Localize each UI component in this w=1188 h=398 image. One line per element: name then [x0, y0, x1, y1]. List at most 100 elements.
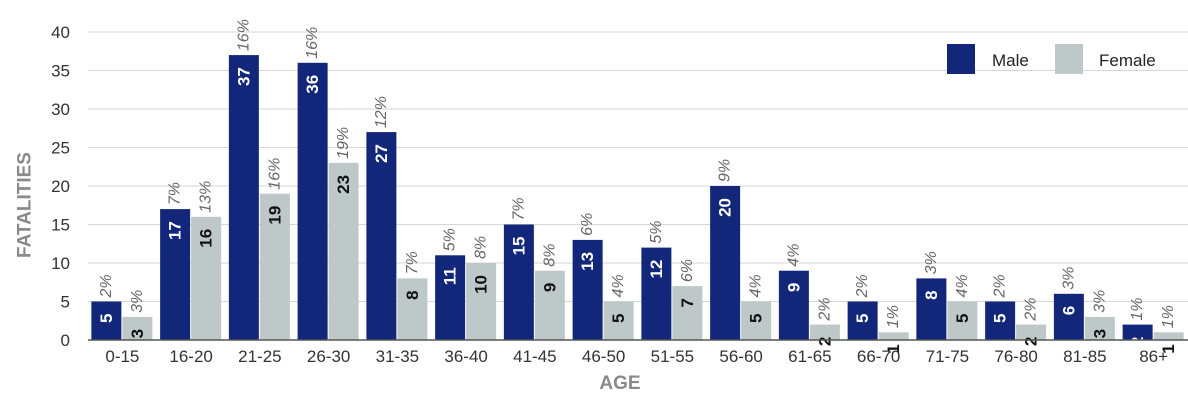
percent-label: 3% — [923, 251, 940, 274]
y-tick-label: 20 — [51, 177, 70, 196]
data-label: 15 — [509, 237, 528, 256]
x-tick-label: 21-25 — [238, 347, 281, 366]
data-label: 12 — [647, 260, 666, 279]
data-label: 7 — [678, 298, 697, 307]
bar-female — [1084, 316, 1115, 340]
bar-male — [710, 186, 741, 340]
bar-female — [1016, 324, 1047, 340]
data-label: 8 — [922, 290, 941, 299]
data-label: 3 — [1090, 329, 1109, 338]
bar-female — [809, 324, 840, 340]
percent-label: 1% — [1129, 297, 1146, 320]
percent-label: 16% — [266, 158, 283, 190]
percent-label: 5% — [648, 220, 665, 243]
bar-male — [503, 224, 534, 340]
bar-female — [259, 193, 290, 340]
x-tick-label: 76-80 — [994, 347, 1037, 366]
x-tick-label: 26-30 — [307, 347, 350, 366]
data-label: 6 — [1059, 306, 1078, 315]
bar-male — [985, 301, 1016, 340]
data-label: 2 — [815, 337, 834, 346]
percent-label: 3% — [1060, 267, 1077, 290]
data-label: 9 — [784, 283, 803, 292]
data-label: 5 — [953, 314, 972, 323]
y-tick-label: 40 — [51, 23, 70, 42]
percent-label: 9% — [717, 159, 734, 182]
percent-label: 2% — [854, 274, 871, 298]
percent-label: 12% — [373, 96, 390, 128]
x-tick-label: 51-55 — [651, 347, 694, 366]
legend-label-male: Male — [992, 51, 1029, 70]
bar-female — [672, 286, 703, 340]
data-label: 2 — [1128, 337, 1147, 346]
x-axis-title: AGE — [599, 373, 640, 394]
percent-label: 8% — [541, 244, 558, 267]
percent-label: 1% — [1160, 305, 1177, 328]
data-label: 1 — [1159, 344, 1178, 353]
percent-label: 3% — [129, 290, 146, 313]
x-tick-label: 46-50 — [582, 347, 625, 366]
bar-male — [1053, 293, 1084, 340]
percent-label: 8% — [473, 236, 490, 259]
legend-swatch-female — [1055, 44, 1083, 74]
x-tick-label: 0-15 — [105, 347, 139, 366]
data-label: 9 — [540, 283, 559, 292]
data-label: 5 — [853, 314, 872, 323]
data-label: 36 — [303, 75, 322, 94]
percent-label: 7% — [167, 182, 184, 205]
data-label: 1 — [884, 344, 903, 353]
data-label: 3 — [128, 329, 147, 338]
y-tick-label: 35 — [51, 62, 70, 81]
legend-label-female: Female — [1099, 51, 1156, 70]
bar-male — [641, 247, 672, 340]
x-tick-label: 41-45 — [513, 347, 556, 366]
data-label: 19 — [265, 206, 284, 225]
data-label: 5 — [991, 314, 1010, 323]
data-label: 16 — [197, 229, 216, 248]
y-axis-ticks: 0 5 10 15 20 25 30 35 40 — [51, 23, 70, 350]
y-tick-label: 15 — [51, 216, 70, 235]
x-tick-label: 31-35 — [376, 347, 419, 366]
x-tick-label: 81-85 — [1063, 347, 1106, 366]
data-label: 17 — [166, 221, 185, 240]
percent-label: 16% — [235, 19, 252, 51]
y-tick-label: 25 — [51, 139, 70, 158]
data-label: 37 — [234, 67, 253, 86]
x-tick-label: 66-70 — [857, 347, 900, 366]
bar-female — [741, 301, 772, 340]
percent-label: 4% — [954, 274, 971, 297]
data-label: 11 — [441, 267, 460, 285]
x-tick-label: 56-60 — [719, 347, 762, 366]
data-label: 27 — [372, 144, 391, 163]
y-tick-label: 0 — [61, 331, 70, 350]
data-label: 23 — [334, 175, 353, 194]
bar-female — [603, 301, 634, 340]
data-label: 13 — [578, 252, 597, 271]
bar-female — [466, 263, 497, 340]
percent-label: 2% — [816, 297, 833, 321]
percent-label: 2% — [992, 274, 1009, 298]
bar-female — [191, 216, 222, 340]
bar-male — [366, 132, 397, 340]
legend: Male Female — [947, 44, 1156, 74]
x-tick-label: 16-20 — [169, 347, 212, 366]
data-label: 10 — [472, 275, 491, 294]
bar-female — [1153, 332, 1184, 340]
bar-male — [297, 62, 328, 341]
percent-label: 4% — [785, 244, 802, 267]
x-axis-ticks: 0-15 16-20 21-25 26-30 31-35 36-40 41-45 46-50 5… — [105, 347, 1168, 366]
data-label: 5 — [747, 314, 766, 323]
bar-male — [778, 270, 809, 340]
percent-label: 5% — [442, 228, 459, 251]
data-label: 8 — [403, 290, 422, 299]
percent-label: 6% — [579, 213, 596, 236]
bar-male — [916, 278, 947, 340]
percent-label: 3% — [1091, 290, 1108, 313]
percent-label: 7% — [510, 197, 527, 220]
data-label: 2 — [1022, 337, 1041, 346]
bar-male — [160, 209, 191, 340]
bar-male — [91, 301, 122, 340]
bar-male — [228, 55, 259, 340]
percent-label: 4% — [748, 274, 765, 297]
